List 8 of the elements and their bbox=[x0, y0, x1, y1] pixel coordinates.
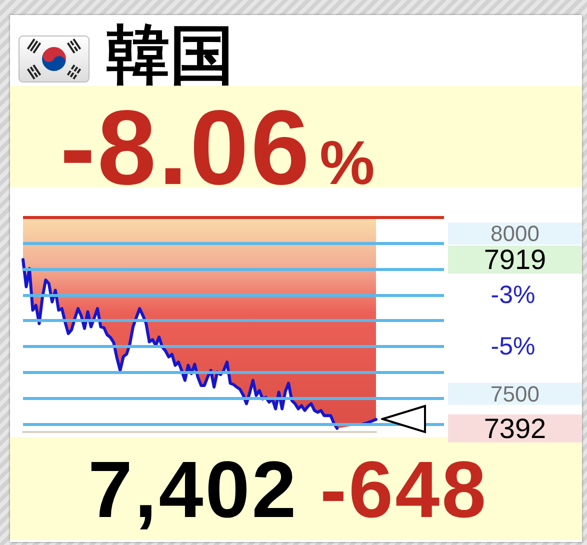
y-tick-label: 8000 bbox=[490, 221, 540, 246]
y2-tick-label: -5% bbox=[490, 332, 536, 361]
text: 7,402 bbox=[88, 445, 298, 534]
y2-tick-label: -3% bbox=[490, 280, 536, 309]
y-tick-label: 7392 bbox=[484, 412, 546, 444]
y-tick-label: 7919 bbox=[484, 244, 546, 276]
y-tick-label: 7500 bbox=[490, 381, 540, 406]
text: -648 bbox=[320, 445, 488, 534]
